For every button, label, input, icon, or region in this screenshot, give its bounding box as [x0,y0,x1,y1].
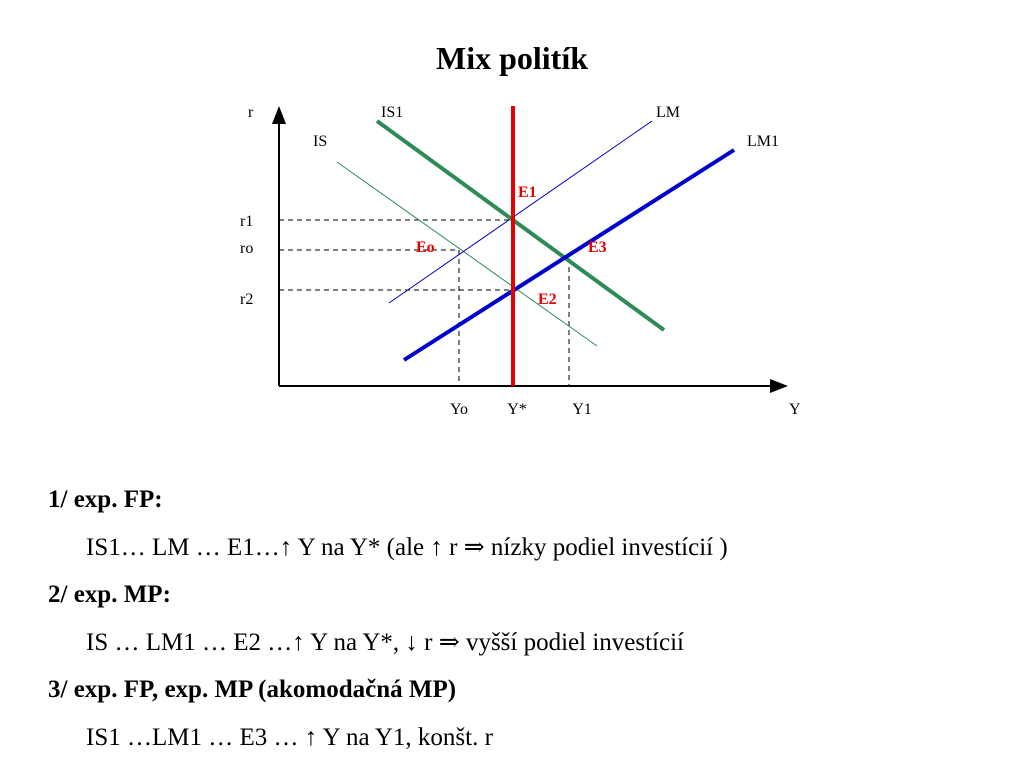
note-heading-2: 2/ exp. MP: [48,581,171,608]
tick-label-ro: ro [240,240,253,257]
page-title: Mix politík [435,40,588,76]
point-label-eo: Eo [416,239,435,256]
note-line-3: IS1 …LM1 … E3 … ↑ Y na Y1, konšt. r [86,723,493,751]
tick-label-y1: Y1 [572,401,592,418]
lm-curve [388,120,653,304]
is-label: IS [313,133,327,150]
point-label-e1: E1 [518,184,537,201]
tick-label-r2: r2 [240,291,253,308]
lm1-label: LM1 [747,133,779,150]
is-curve [336,161,598,347]
tick-label-r1: r1 [240,213,253,230]
is1-label: IS1 [381,104,403,121]
is1-curve [375,119,666,332]
tick-label-y-star: Y* [507,401,527,418]
point-label-e2: E2 [538,291,557,308]
note-heading-1: 1/ exp. FP: [48,486,163,513]
lm1-curve [402,148,736,362]
y-axis-arrow-icon [272,106,286,124]
y-axis-label: r [248,104,254,121]
note-heading-3: 3/ exp. FP, exp. MP (akomodačná MP) [48,676,457,703]
note-line-1: IS1… LM … E1…↑ Y na Y* (ale ↑ r ⇒ nízky … [86,533,728,561]
lm-label: LM [656,104,680,121]
x-axis-label: Y [789,401,801,418]
tick-label-yo: Yo [450,401,468,418]
is-lm-diagram: r Y IS IS1 LM LM1 E1 Eo E3 E2 r1 ro r2 Y… [240,104,801,418]
note-line-2: IS … LM1 … E2 …↑ Y na Y*, ↓ r ⇒ vyšší po… [86,628,684,656]
point-label-e3: E3 [588,239,607,256]
x-axis-arrow-icon [770,379,788,393]
notes-list: 1/ exp. FP: IS1… LM … E1…↑ Y na Y* (ale … [48,476,1018,761]
